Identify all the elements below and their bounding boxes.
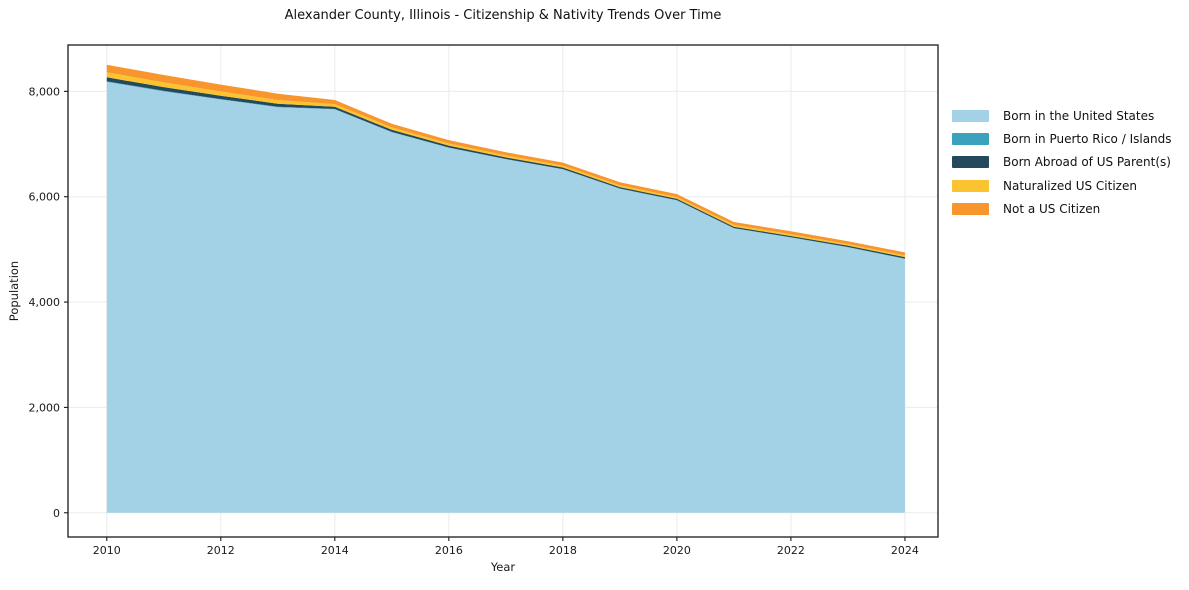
- y-tick-label: 8,000: [29, 85, 61, 98]
- x-tick-label: 2010: [93, 544, 121, 557]
- x-tick-label: 2024: [891, 544, 919, 557]
- legend-label: Naturalized US Citizen: [1003, 178, 1137, 193]
- legend-item-naturalized-us-citizen: Naturalized US Citizen: [952, 174, 1172, 197]
- x-tick-label: 2020: [663, 544, 691, 557]
- x-tick-label: 2018: [549, 544, 577, 557]
- area-born-abroad-of-us-parent-s: [106, 77, 905, 259]
- area-born-in-the-united-states: [106, 81, 905, 513]
- y-tick-label: 6,000: [29, 191, 61, 204]
- area-not-a-us-citizen: [106, 64, 905, 256]
- legend-swatch: [952, 132, 989, 145]
- legend: Born in the United States Born in Puerto …: [952, 104, 1172, 220]
- legend-label: Born in the United States: [1003, 108, 1155, 123]
- y-tick-label: 2,000: [29, 401, 61, 414]
- legend-label: Born Abroad of US Parent(s): [1003, 155, 1171, 170]
- legend-label: Not a US Citizen: [1003, 201, 1101, 216]
- x-tick-label: 2014: [321, 544, 349, 557]
- legend-swatch: [952, 202, 989, 215]
- x-tick-label: 2012: [207, 544, 235, 557]
- x-tick-label: 2022: [777, 544, 805, 557]
- y-axis-label: Population: [7, 260, 21, 322]
- legend-item-born-in-puerto-rico-islands: Born in Puerto Rico / Islands: [952, 127, 1172, 150]
- legend-swatch: [952, 156, 989, 169]
- chart-title: Alexander County, Illinois - Citizenship…: [284, 8, 722, 23]
- y-tick-label: 4,000: [29, 296, 61, 309]
- legend-swatch: [952, 109, 989, 122]
- x-axis-label: Year: [490, 560, 516, 574]
- legend-item-born-in-the-united-states: Born in the United States: [952, 104, 1172, 127]
- legend-item-not-a-us-citizen: Not a US Citizen: [952, 197, 1172, 220]
- legend-label: Born in Puerto Rico / Islands: [1003, 131, 1172, 146]
- y-tick-label: 0: [53, 507, 60, 520]
- legend-swatch: [952, 179, 989, 192]
- x-tick-label: 2016: [435, 544, 463, 557]
- plot-border: [67, 44, 939, 538]
- legend-item-born-abroad-of-us-parent-s: Born Abroad of US Parent(s): [952, 151, 1172, 174]
